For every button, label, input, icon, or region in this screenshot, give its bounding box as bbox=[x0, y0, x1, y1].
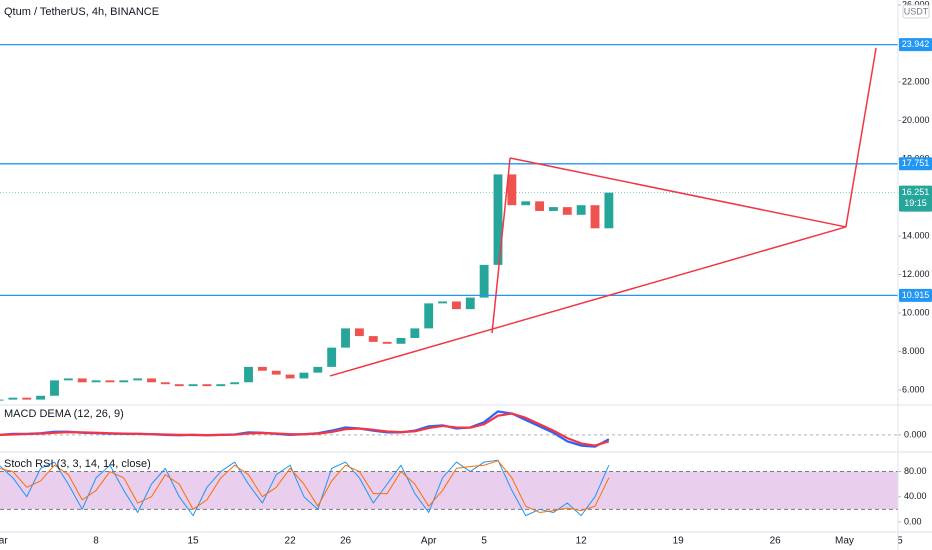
candle bbox=[188, 384, 198, 387]
level-label-box bbox=[899, 157, 932, 171]
candle bbox=[438, 301, 447, 304]
level-label: 23.942 bbox=[902, 39, 930, 49]
time-label: Apr bbox=[421, 536, 437, 547]
price-tick-label: 12.000 bbox=[902, 269, 930, 279]
time-label: 15 bbox=[188, 536, 200, 547]
candle bbox=[77, 378, 87, 383]
trend-line bbox=[329, 226, 847, 377]
candle bbox=[507, 174, 517, 206]
candle bbox=[535, 201, 545, 211]
candle bbox=[119, 380, 129, 383]
candle bbox=[465, 297, 475, 310]
candle bbox=[174, 384, 184, 387]
candle bbox=[396, 338, 406, 344]
candle bbox=[91, 380, 101, 383]
price-tick-label: 8.000 bbox=[902, 346, 925, 356]
level-label-box bbox=[899, 288, 932, 302]
candle bbox=[576, 205, 586, 215]
candle bbox=[216, 384, 226, 387]
candle bbox=[8, 397, 18, 400]
candle bbox=[36, 395, 46, 400]
band bbox=[0, 471, 898, 510]
candle bbox=[22, 397, 32, 400]
indicator-tick-label: 0.000 bbox=[904, 429, 927, 439]
price-tick-label: 20.000 bbox=[902, 115, 930, 125]
price-tick-label: 14.000 bbox=[902, 230, 930, 240]
candle bbox=[147, 378, 156, 383]
time-label: 26 bbox=[770, 536, 782, 547]
time-label: 12 bbox=[576, 536, 588, 547]
candle bbox=[604, 192, 614, 229]
candle bbox=[590, 205, 600, 229]
indicator-line bbox=[0, 459, 610, 517]
candle bbox=[549, 207, 558, 211]
candle bbox=[382, 341, 392, 344]
time-label: 5 bbox=[897, 536, 903, 547]
candle bbox=[257, 366, 267, 371]
candle bbox=[451, 301, 461, 310]
symbol-title: Qtum / TetherUS, 4h, BINANCE bbox=[4, 6, 159, 18]
candle bbox=[493, 174, 503, 265]
price-tick-label: 6.000 bbox=[902, 384, 925, 394]
time-label: 26 bbox=[340, 536, 352, 547]
trend-line bbox=[509, 157, 847, 228]
candle bbox=[50, 380, 59, 396]
candle bbox=[410, 328, 420, 339]
candle bbox=[230, 382, 240, 385]
indicator-line bbox=[0, 460, 610, 513]
indicator-tick-label: 80.00 bbox=[904, 466, 927, 476]
trend-line bbox=[845, 47, 877, 228]
time-label: May bbox=[835, 536, 854, 547]
trend-line bbox=[491, 157, 511, 334]
time-label: 5 bbox=[481, 536, 487, 547]
time-label: 22 bbox=[285, 536, 297, 547]
countdown: 19:15 bbox=[904, 198, 927, 208]
level-label-box bbox=[899, 38, 932, 52]
candle bbox=[368, 336, 378, 342]
price-tick-label: 10.000 bbox=[902, 307, 930, 317]
candle bbox=[133, 378, 143, 381]
level-label: 17.751 bbox=[902, 158, 930, 168]
candle bbox=[63, 378, 73, 381]
candle bbox=[299, 372, 309, 379]
currency-box[interactable] bbox=[902, 4, 930, 19]
candle bbox=[521, 201, 531, 206]
candle bbox=[160, 382, 170, 385]
time-label: 19 bbox=[673, 536, 685, 547]
price-tick-label: 22.000 bbox=[902, 76, 930, 86]
candle bbox=[341, 328, 350, 348]
candle bbox=[271, 370, 281, 375]
stoch-title: Stoch RSI (3, 3, 14, 14, close) bbox=[4, 458, 151, 470]
indicator-tick-label: 0.00 bbox=[904, 516, 922, 526]
candle bbox=[479, 264, 489, 298]
candle bbox=[313, 366, 323, 373]
candle bbox=[327, 347, 337, 367]
last-price-box bbox=[899, 185, 932, 212]
time-label: 8 bbox=[93, 536, 99, 547]
last-price-label: 16.251 bbox=[902, 187, 930, 197]
candle bbox=[562, 207, 572, 215]
candle bbox=[285, 374, 295, 379]
indicator-tick-label: 40.00 bbox=[904, 491, 927, 501]
candle bbox=[424, 303, 434, 329]
candle bbox=[202, 384, 212, 387]
candle bbox=[105, 380, 115, 383]
candle bbox=[244, 366, 253, 383]
candle bbox=[0, 399, 4, 401]
time-label: Mar bbox=[0, 536, 8, 547]
macd-title: MACD DEMA (12, 26, 9) bbox=[4, 408, 124, 420]
level-label: 10.915 bbox=[902, 290, 930, 300]
candle bbox=[354, 328, 364, 337]
currency: USDT bbox=[904, 6, 929, 16]
indicator-line bbox=[0, 412, 610, 447]
